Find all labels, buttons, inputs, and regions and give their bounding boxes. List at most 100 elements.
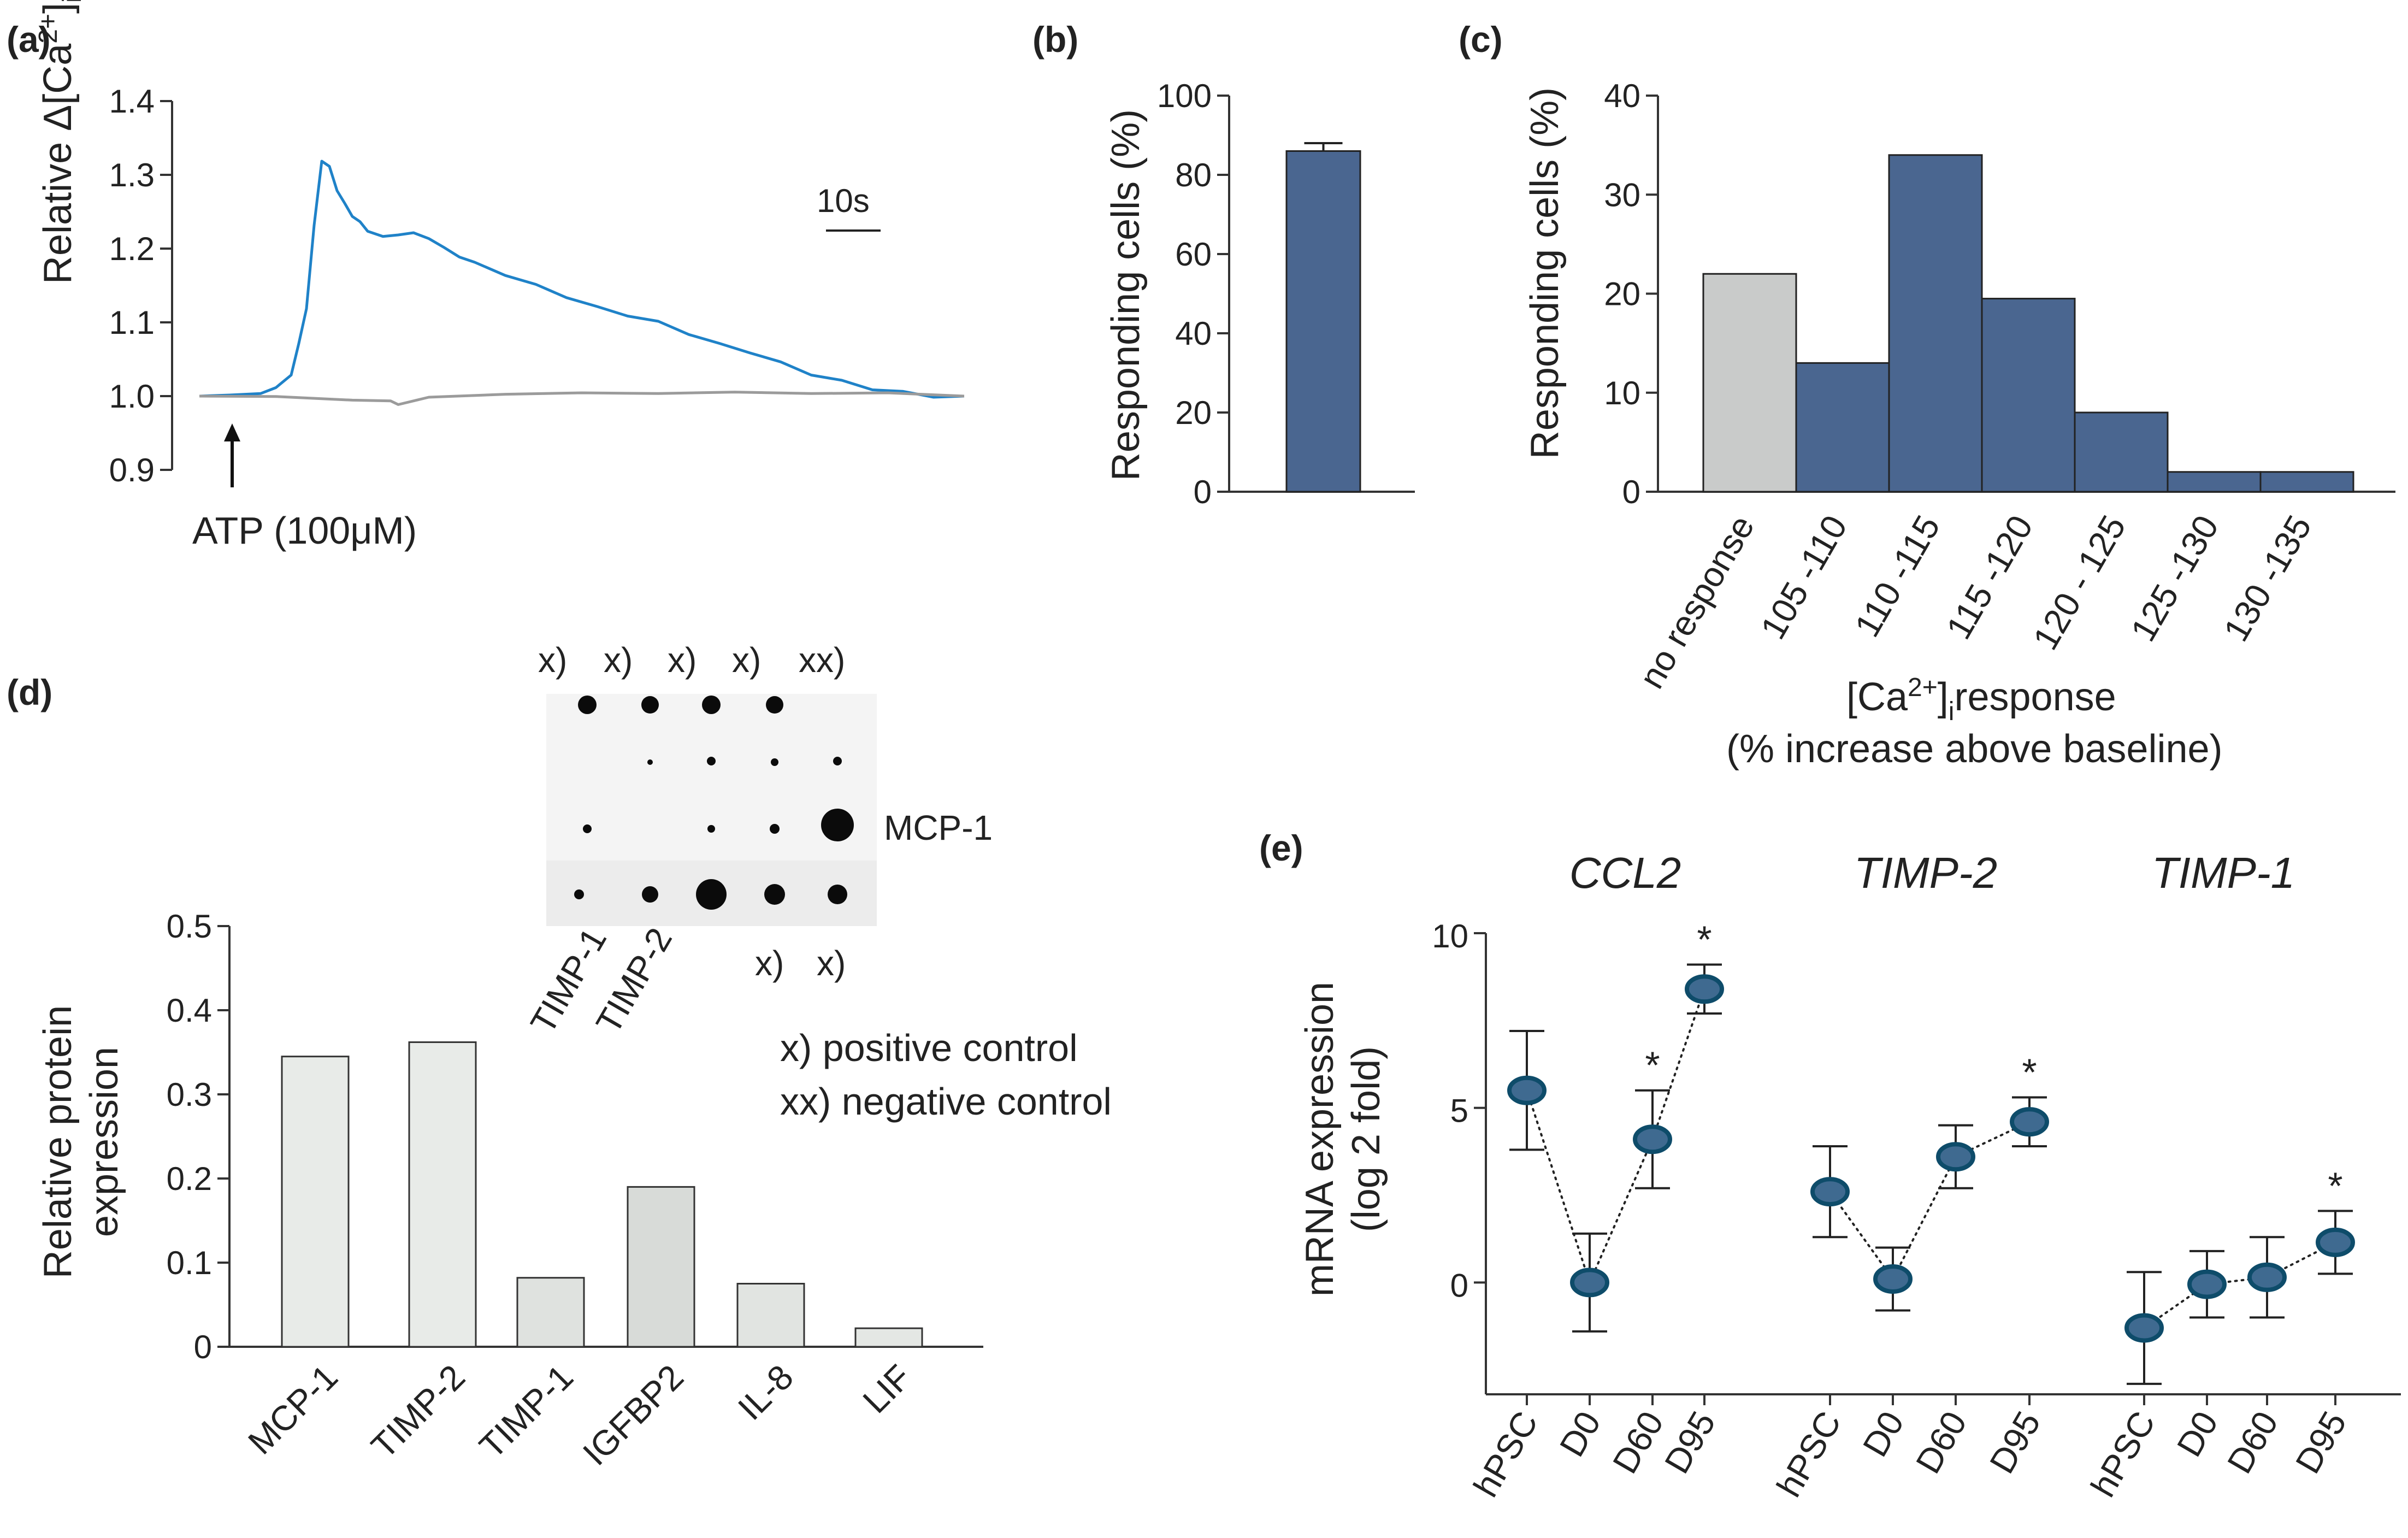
panel-b-y-tick-label: 40 xyxy=(1175,315,1212,352)
bar xyxy=(2074,411,2169,493)
significance-marker: * xyxy=(1645,1044,1660,1087)
blot-spot xyxy=(764,884,785,905)
bar xyxy=(1981,298,2076,493)
blot-spot xyxy=(821,809,854,841)
panel-a-y-tick-label: 1.1 xyxy=(109,304,155,341)
array-top-marker: x) xyxy=(604,640,633,680)
x-tick-label: D60 xyxy=(2220,1405,2286,1480)
x-tick-label: 120 - 125 xyxy=(2026,509,2134,656)
x-tick-label: D60 xyxy=(1605,1405,1671,1480)
scale-bar-label: 10s xyxy=(817,182,870,219)
x-tick-label: TIMP-1 xyxy=(472,1357,581,1466)
panel-c-y-axis-label: Responding cells (%) xyxy=(1523,87,1567,459)
panel-e-label: (e) xyxy=(1259,828,1303,868)
gene-title: TIMP-1 xyxy=(2152,848,2295,897)
blot-spot xyxy=(578,696,597,714)
x-tick-label: D60 xyxy=(1908,1405,1974,1480)
array-top-marker: x) xyxy=(732,640,761,680)
data-point xyxy=(1810,1177,1850,1207)
blot-spot xyxy=(828,885,847,904)
blot-spot xyxy=(770,824,780,834)
connector-line xyxy=(1829,1121,2031,1281)
blot-spot xyxy=(642,886,658,903)
panel-e-y-tick-label: 5 xyxy=(1450,1093,1468,1129)
data-point xyxy=(1570,1268,1609,1298)
x-tick-label: 110 -115 xyxy=(1847,509,1947,644)
array-mcp1-label: MCP-1 xyxy=(884,808,993,847)
panel-d-label: (d) xyxy=(7,672,52,712)
data-point xyxy=(1685,974,1724,1004)
x-tick-label: hPSC xyxy=(1769,1405,1849,1504)
data-point xyxy=(1936,1142,1975,1172)
legend-negative-control: xx) negative control xyxy=(780,1080,1112,1123)
array-bottom-marker: x) xyxy=(755,944,784,983)
panel-c-x-axis-label: [Ca2+]iresponse xyxy=(1846,673,2116,726)
legend-positive-control: x) positive control xyxy=(780,1027,1078,1069)
blot-spot xyxy=(702,696,721,714)
x-tick-label: D0 xyxy=(1855,1405,1911,1463)
panel-b-y-tick-label: 100 xyxy=(1157,78,1212,114)
panel-b-y-tick-label: 0 xyxy=(1194,474,1212,510)
panel-e-y-tick-label: 0 xyxy=(1450,1267,1468,1304)
panel-b-bars xyxy=(1285,142,1361,493)
x-tick-label: hPSC xyxy=(2083,1405,2163,1504)
significance-marker: * xyxy=(1697,918,1711,961)
x-tick-label: TIMP-2 xyxy=(364,1357,473,1466)
blot-spot xyxy=(583,824,592,833)
panel-d-y-tick-label: 0.1 xyxy=(167,1245,212,1281)
data-point xyxy=(2187,1269,2227,1299)
x-tick-label: no response xyxy=(1632,509,1762,695)
panel-d-y-tick-label: 0.2 xyxy=(167,1160,212,1197)
panel-a-y-tick-label: 1.4 xyxy=(109,83,155,120)
panel-e-y-axis-label: mRNA expression xyxy=(1298,982,1342,1297)
connector-line xyxy=(2143,1241,2336,1329)
panel-e-y-tick-label: 10 xyxy=(1432,918,1468,954)
panel-b-y-tick-label: 20 xyxy=(1175,394,1212,431)
bar xyxy=(627,1186,695,1348)
bar xyxy=(408,1041,477,1348)
panel-a-y-axis: 0.9 1.0 1.1 1.2 1.3 1.4 xyxy=(109,83,173,488)
panel-b-y-axis: 0 20 40 60 80 100 xyxy=(1157,78,1415,510)
panel-b-y-tick-label: 60 xyxy=(1175,236,1212,273)
panel-a-label: (a) xyxy=(7,19,51,60)
x-tick-label: D95 xyxy=(1657,1405,1723,1480)
blot-spot xyxy=(771,758,778,766)
panel-e-y-axis: 0 5 10 xyxy=(1432,918,2401,1395)
trace-line-atp xyxy=(199,160,965,399)
panel-c-y-tick-label: 0 xyxy=(1622,474,1640,510)
panel-c-y-tick-label: 10 xyxy=(1604,375,1640,411)
data-point xyxy=(1507,1075,1547,1105)
panel-a-y-axis-label: Relative Δ[Ca2+]i xyxy=(34,0,87,284)
panel-c-label: (c) xyxy=(1459,19,1503,60)
data-point xyxy=(2316,1227,2355,1257)
panel-a-y-tick-label: 1.3 xyxy=(109,157,155,193)
panel-a-series xyxy=(199,160,965,406)
blot-spot xyxy=(766,696,783,714)
array-top-marker: xx) xyxy=(799,640,845,680)
array-top-marker: x) xyxy=(538,640,567,680)
data-point xyxy=(2247,1262,2287,1292)
panel-d-y-axis-label: Relative protein xyxy=(36,1005,80,1278)
x-tick-label: IGFBP2 xyxy=(575,1357,691,1473)
panel-b-y-axis-label: Responding cells (%) xyxy=(1104,109,1148,481)
panel-c-y-tick-label: 40 xyxy=(1604,78,1640,114)
x-tick-label: D0 xyxy=(1552,1405,1608,1463)
stimulus-label: ATP (100μM) xyxy=(192,509,417,552)
x-tick-label: MCP-1 xyxy=(240,1357,345,1462)
panel-e-y-axis-label-line2: (log 2 fold) xyxy=(1344,1046,1388,1232)
gene-title: CCL2 xyxy=(1569,848,1681,897)
bar xyxy=(1285,150,1361,493)
bar xyxy=(1795,362,1890,493)
x-tick-label: LIF xyxy=(855,1357,919,1421)
panel-a: (a) 0.9 1.0 1.1 1.2 1.3 1.4 Relative Δ[Ca2+]i… xyxy=(7,0,965,552)
panel-c-x-axis-label-line2: (% increase above baseline) xyxy=(1726,727,2223,771)
array-top-marker: x) xyxy=(668,640,697,680)
blot-spot xyxy=(707,825,715,833)
bar xyxy=(1888,154,1983,493)
panel-b-y-tick-label: 80 xyxy=(1175,157,1212,193)
data-point xyxy=(2124,1313,2164,1343)
blot-spot xyxy=(574,889,584,899)
